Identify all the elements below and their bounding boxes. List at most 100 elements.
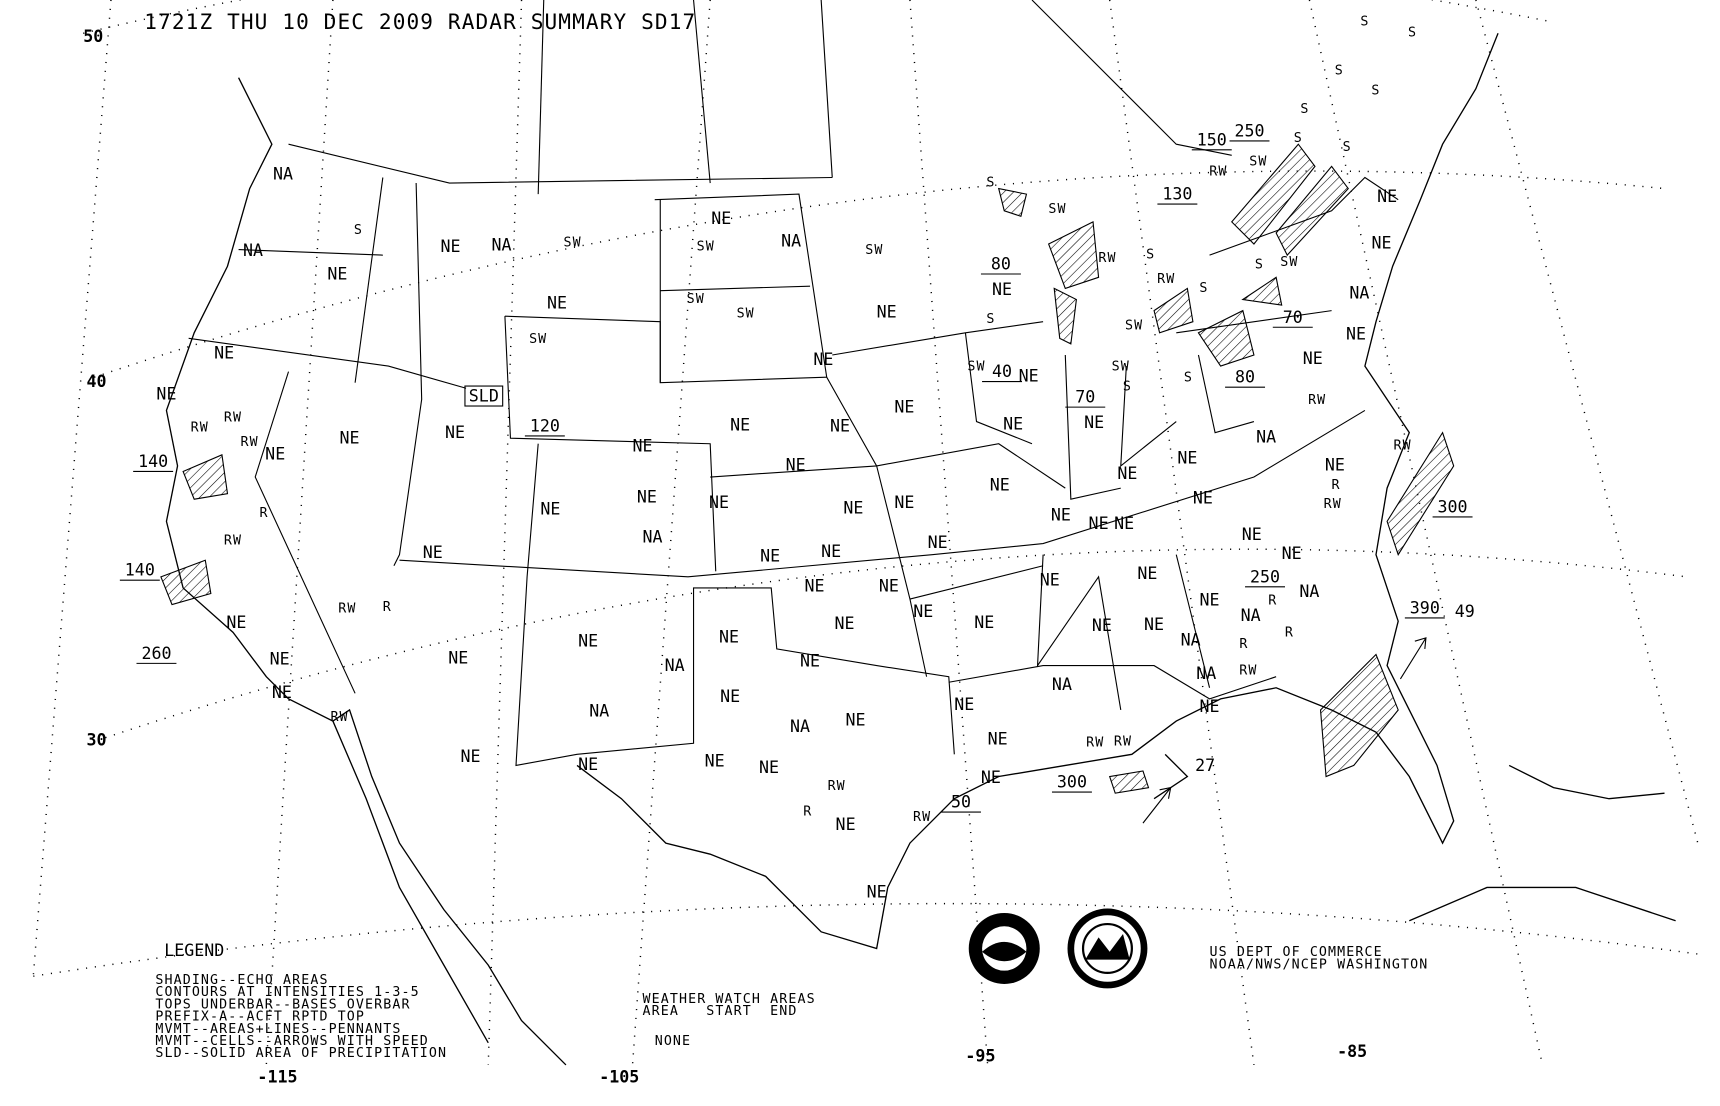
echo-label: NE [265, 444, 285, 463]
echo-label: NE [894, 493, 914, 512]
echo-label: NA [273, 165, 293, 184]
echo-label: 70 [1075, 388, 1095, 407]
echo-label: NE [1193, 489, 1213, 508]
echo-label: SW [563, 235, 581, 250]
echo-label: 80 [1235, 368, 1255, 387]
echo-label: NE [760, 546, 780, 565]
echo-label: SW [865, 243, 883, 258]
echo-label: R [1285, 626, 1294, 641]
echo-label: NE [441, 237, 461, 256]
echo-label: NE [711, 209, 731, 228]
legend-line: SHADING--ECHO AREAS [155, 973, 328, 988]
echo-label: NE [988, 729, 1008, 748]
echo-label: NE [1242, 525, 1262, 544]
echo-label: NE [547, 293, 567, 312]
echo-label: SW [1112, 360, 1130, 375]
legend-line: PREFIX-A--ACFT RPTD TOP [155, 1010, 365, 1025]
echo-label: NE [460, 747, 480, 766]
echo-label: NA [1256, 428, 1276, 447]
echo-label: 300 [1057, 773, 1087, 792]
echo-label: R [803, 804, 812, 819]
echo-label: R [1331, 478, 1340, 493]
echo-label: NE [1084, 413, 1104, 432]
echo-label: NE [928, 533, 948, 552]
echo-label: NE [709, 493, 729, 512]
echo-label: NE [340, 429, 360, 448]
echo-label: NE [1325, 455, 1345, 474]
lon-label: -115 [257, 1068, 297, 1087]
echo-label: NA [243, 241, 263, 260]
echo-label: NE [1144, 615, 1164, 634]
echo-label: NE [1117, 464, 1137, 483]
echo-label: NE [1003, 414, 1023, 433]
legend-line: CONTOURS AT INTENSITIES 1-3-5 [155, 985, 419, 1000]
echo-label: SW [1048, 202, 1066, 217]
echo-label: NE [540, 500, 560, 519]
echo-label: NE [327, 265, 347, 284]
echo-label: NE [813, 350, 833, 369]
echo-label: NE [719, 627, 739, 646]
echo-label: S [1255, 257, 1264, 272]
echo-label: 250 [1250, 567, 1280, 586]
echo-label: 150 [1197, 130, 1227, 149]
echo-label: NE [836, 815, 856, 834]
echo-label: NE [1346, 324, 1366, 343]
longitude-labels: -115 -105 -95 -85 [257, 1042, 1367, 1087]
echo-label: SW [737, 306, 755, 321]
echo-label: RW [913, 810, 931, 825]
echo-label: SW [687, 292, 705, 307]
echo-label: NE [759, 758, 779, 777]
echo-label: S [1184, 371, 1193, 386]
echo-label: R [1239, 637, 1248, 652]
echo-label: NE [1200, 591, 1220, 610]
echo-label: NE [830, 417, 850, 436]
credit-line: NOAA/NWS/NCEP WASHINGTON [1210, 957, 1429, 972]
lon-label: -95 [965, 1047, 995, 1066]
echo-label: 140 [138, 452, 168, 471]
echo-label: RW [1308, 393, 1326, 408]
echo-label: NA [665, 656, 685, 675]
echo-label: S [1371, 83, 1380, 98]
echo-label: NE [1177, 449, 1197, 468]
echo-label: NE [226, 613, 246, 632]
echo-label: RW [1394, 438, 1412, 453]
echo-label: NE [1114, 514, 1134, 533]
lon-label: -105 [599, 1068, 639, 1087]
echo-label: NE [632, 436, 652, 455]
echo-label: RW [1324, 497, 1342, 512]
echo-label: NE [156, 384, 176, 403]
legend-heading: LEGEND [164, 941, 224, 960]
echo-label: NE [730, 415, 750, 434]
echo-label: NE [214, 343, 234, 362]
echo-label: RW [1157, 272, 1175, 287]
echo-label: NE [448, 648, 468, 667]
echo-label: NE [834, 614, 854, 633]
echo-label: S [1343, 140, 1352, 155]
echo-label: NE [578, 755, 598, 774]
echo-label: 390 [1410, 598, 1440, 617]
echo-label: 140 [125, 561, 155, 580]
lon-label: -85 [1337, 1042, 1367, 1061]
echo-label: NE [272, 683, 292, 702]
echo-label: NA [1349, 283, 1369, 302]
echo-label: NE [981, 768, 1001, 787]
lat-label: 30 [87, 730, 107, 749]
echo-label: NA [589, 702, 609, 721]
echo-label: RW [241, 435, 259, 450]
echo-label: NE [1051, 505, 1071, 524]
echo-label: NE [867, 882, 887, 901]
echo-label: S [1335, 63, 1344, 78]
echo-label: NE [894, 398, 914, 417]
echo-label: NE [804, 576, 824, 595]
echo-label: NE [1089, 514, 1109, 533]
echo-label: NE [843, 499, 863, 518]
watch-areas: WEATHER WATCH AREAS AREA START END NONE [643, 992, 815, 1049]
echo-label: NE [1303, 349, 1323, 368]
credit: US DEPT OF COMMERCE NOAA/NWS/NCEP WASHIN… [1210, 945, 1429, 972]
echo-label: SW [1125, 318, 1143, 333]
sld-box [464, 385, 504, 407]
echo-label: SW [1280, 255, 1298, 270]
echo-label: SW [697, 240, 715, 255]
echo-label: NE [1200, 697, 1220, 716]
